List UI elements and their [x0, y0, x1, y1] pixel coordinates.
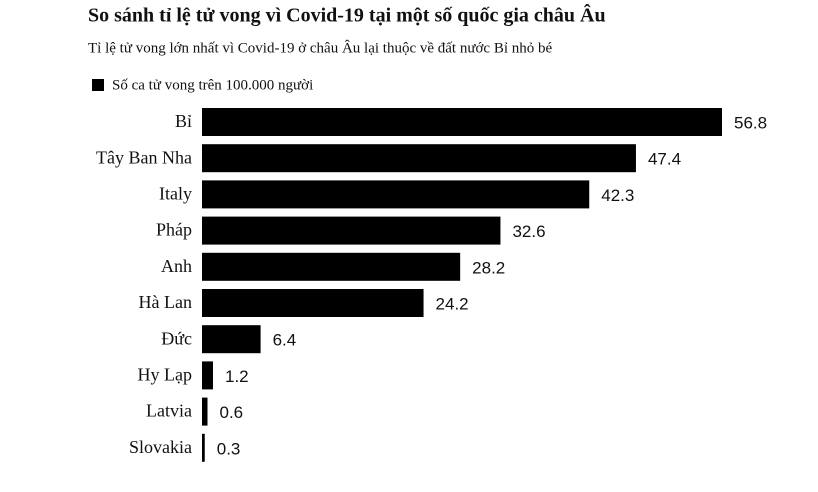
bar	[202, 289, 424, 317]
value-label: 6.4	[273, 331, 297, 350]
value-label: 32.6	[512, 222, 545, 241]
bar	[202, 144, 636, 173]
legend-swatch	[92, 79, 104, 91]
value-label: 42.3	[601, 186, 634, 205]
chart-title: So sánh tỉ lệ tử vong vì Covid-19 tại mộ…	[88, 3, 606, 27]
legend-label: Số ca tử vong trên 100.000 người	[112, 77, 313, 93]
bar	[202, 180, 590, 209]
y-tick-label: Hy Lạp	[138, 365, 192, 385]
value-label: 56.8	[734, 113, 767, 132]
bar	[202, 252, 461, 281]
bar	[202, 361, 213, 390]
bar	[202, 397, 208, 426]
y-tick-label: Bỉ	[175, 111, 192, 131]
y-tick-label: Tây Ban Nha	[96, 147, 192, 167]
value-label: 0.6	[219, 403, 243, 422]
y-tick-label: Italy	[159, 184, 192, 204]
bar	[202, 108, 722, 136]
y-tick-label: Anh	[161, 256, 192, 276]
bar	[202, 216, 501, 245]
y-tick-label: Hà Lan	[139, 292, 192, 312]
bar	[202, 325, 261, 354]
value-label: 24.2	[436, 294, 469, 313]
y-tick-label: Pháp	[156, 220, 192, 240]
y-tick-label: Đức	[161, 328, 192, 348]
value-label: 47.4	[648, 150, 681, 169]
y-tick-label: Latvia	[146, 401, 192, 421]
value-label: 0.3	[217, 439, 241, 458]
chart-subtitle: Tỉ lệ tử vong lớn nhất vì Covid-19 ở châ…	[88, 39, 552, 56]
bar	[202, 433, 205, 462]
y-tick-label: Slovakia	[129, 437, 192, 457]
value-label: 28.2	[472, 258, 505, 277]
value-label: 1.2	[225, 367, 249, 386]
